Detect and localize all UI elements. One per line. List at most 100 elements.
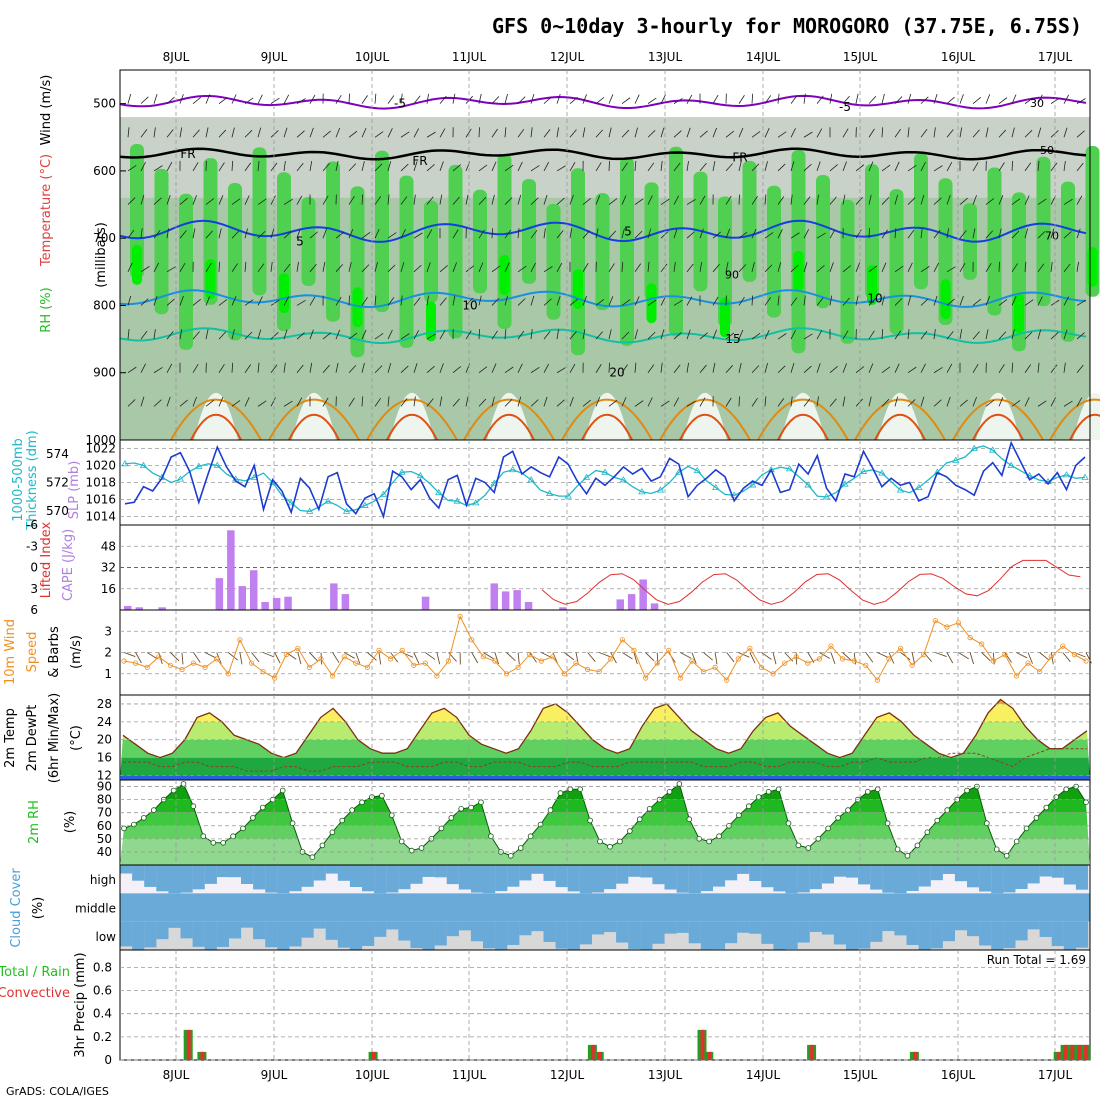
wind-barb [1037, 127, 1042, 138]
wind-barb [179, 262, 186, 273]
wind-barb [1016, 652, 1028, 659]
wind-barb [608, 329, 612, 340]
wind-barb [504, 262, 510, 272]
wind-barb [123, 652, 136, 658]
wind-barb [140, 266, 150, 273]
wind-barb [361, 264, 370, 273]
wind-speed-point [735, 656, 741, 662]
wind-barb [608, 296, 614, 306]
wind-barb [621, 397, 627, 407]
li-tick-3: 3 [30, 582, 38, 596]
wind-barb [582, 329, 586, 340]
wind-barb [595, 331, 603, 340]
wind-barb [738, 95, 745, 104]
rh-point [250, 815, 256, 821]
wind-barb [712, 264, 720, 273]
wind-barb [569, 162, 576, 172]
precip-tick-0.2: 0.2 [93, 1030, 112, 1044]
cloud-low-block [132, 921, 145, 950]
wind-barb [819, 652, 831, 659]
wind-barb [686, 362, 689, 373]
wind-barb [1011, 230, 1020, 239]
ylabel-wind-unit: (m/s) [69, 635, 84, 669]
wind-barb [378, 652, 382, 665]
wind-speed-point [248, 660, 255, 666]
wind-barb [634, 263, 642, 273]
bottom-date-13jul: 13JUL [648, 1068, 683, 1082]
rh-point [527, 833, 534, 839]
rh-blob-70 [252, 147, 267, 296]
wind-barb [297, 652, 302, 665]
wind-barb [777, 333, 787, 340]
slp-marker [121, 460, 129, 467]
wind-speed-point [967, 634, 973, 641]
contour-label: FR [180, 147, 195, 161]
ylabel-temp-a: 2m Temp [3, 708, 18, 768]
wind-barb [1050, 162, 1058, 172]
wind-barb [842, 330, 849, 340]
wind-barb [595, 97, 605, 104]
cloud-low-block [737, 921, 750, 933]
wind-barb [673, 130, 682, 138]
contour-label: -5 [394, 97, 406, 111]
cape-bar [272, 598, 281, 610]
wind-barb [426, 196, 434, 205]
slp-marker [859, 467, 868, 474]
cape-bar [124, 606, 132, 610]
wind-barb [205, 127, 209, 138]
wind-barb [959, 197, 968, 205]
wind-barb [1037, 263, 1045, 273]
rh-point [438, 825, 445, 832]
cloud-high-block [809, 865, 822, 890]
wind-barb [703, 652, 713, 661]
slp-marker [619, 476, 628, 483]
wind-barb [1024, 397, 1030, 407]
wind-barb [1050, 364, 1058, 373]
wind-speed-point [642, 675, 649, 681]
precip-convective-bar [371, 1051, 376, 1060]
slp-marker [1062, 471, 1071, 478]
wind-barb [426, 229, 433, 239]
precip-convective-bar [700, 1029, 705, 1060]
wind-barb [374, 196, 382, 205]
rh-point [577, 786, 583, 792]
wind-speed-point [805, 660, 811, 666]
wind-barb [907, 229, 915, 239]
top-date-15jul: 15JUL [843, 50, 878, 64]
wind-barb [673, 228, 678, 239]
slp-marker [176, 475, 185, 482]
wind-barb [1076, 130, 1085, 138]
wind-barb [231, 263, 238, 273]
wind-barb [153, 165, 163, 172]
wind-barb [587, 652, 596, 662]
cloud-high-block [362, 865, 375, 892]
slp-marker [693, 466, 702, 473]
wind-barb [608, 230, 617, 239]
wind-barb [712, 296, 719, 306]
wind-barb [881, 229, 888, 239]
wind-barb [439, 297, 447, 306]
wind-barb [426, 333, 436, 340]
wind-barb [686, 400, 696, 407]
cloud-high-block [228, 865, 242, 878]
cloud-high-block [688, 865, 701, 894]
wind-barb [725, 261, 729, 272]
wind-barb [1037, 329, 1042, 340]
temp-contour-20 [561, 398, 653, 441]
wind-barb [491, 297, 500, 306]
slp-marker [841, 480, 849, 487]
wind-barb [621, 97, 631, 104]
wind-barb [803, 93, 806, 104]
slp-marker [748, 481, 757, 488]
rh-point [349, 807, 355, 813]
wind-barb [426, 164, 435, 172]
wind-barb [868, 161, 874, 172]
cloud-low-block [325, 921, 338, 940]
rh-point [894, 846, 901, 853]
top-date-11jul: 11JUL [452, 50, 487, 64]
cape-bar [490, 583, 498, 610]
thickness-line [124, 440, 1086, 520]
wind-barb [166, 396, 171, 407]
wind-barb [374, 131, 384, 138]
